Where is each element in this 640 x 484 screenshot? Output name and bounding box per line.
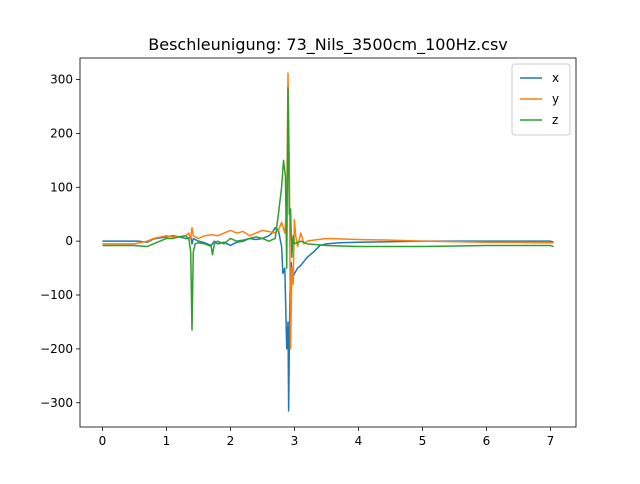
x-tick-label: 3 (291, 434, 299, 448)
series-line-z (102, 86, 554, 331)
x-tick-label: 2 (227, 434, 235, 448)
x-tick-label: 6 (483, 434, 491, 448)
axes: 0 1 2 3 4 5 6 7 −300 −200 −100 0 100 200 300 (40, 57, 577, 448)
x-tick-label: 5 (419, 434, 427, 448)
y-tick-label: 300 (50, 73, 73, 87)
y-tick-label: −300 (40, 396, 73, 410)
y-tick-label: 100 (50, 180, 73, 194)
x-tick-label: 1 (163, 434, 171, 448)
legend-label-y: y (552, 92, 559, 106)
series-line-x (102, 226, 554, 412)
chart-title: Beschleunigung: 73_Nils_3500cm_100Hz.csv (148, 35, 508, 55)
legend: xyz (511, 63, 571, 136)
x-tick-label: 0 (99, 434, 107, 448)
x-tick-label: 7 (547, 434, 555, 448)
series-line-y (102, 72, 554, 350)
axes-frame (79, 57, 577, 428)
y-tick-label: −100 (40, 288, 73, 302)
y-tick-label: 0 (65, 234, 73, 248)
x-tick-label: 4 (355, 434, 363, 448)
plot-area (102, 72, 554, 412)
legend-label-x: x (552, 71, 559, 85)
legend-label-z: z (552, 113, 558, 127)
y-tick-label: 200 (50, 126, 73, 140)
y-tick-label: −200 (40, 342, 73, 356)
